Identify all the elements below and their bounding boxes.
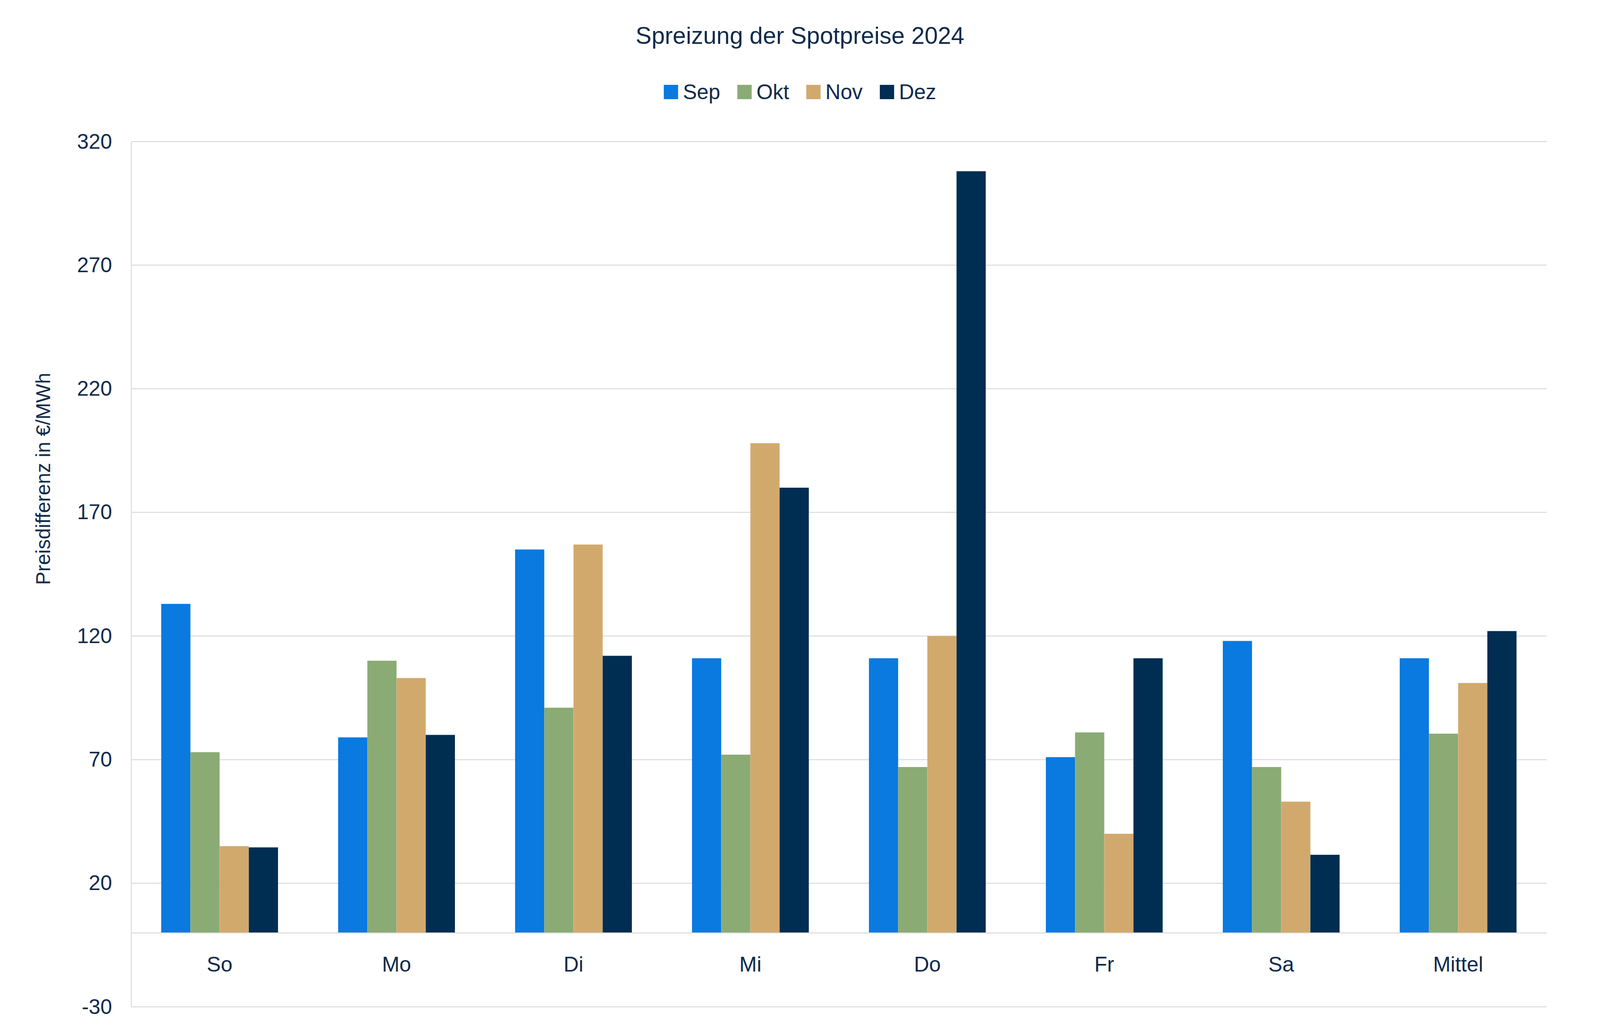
bar [515,549,545,934]
y-axis: -30 20 70 120 170 220 270 320 [77,129,132,1019]
bar [367,660,397,933]
bar [338,737,368,934]
y-tick-label: 270 [77,253,113,277]
y-tick-label: 70 [88,747,113,772]
bar [219,846,249,934]
x-tick-label: Do [913,952,941,977]
y-tick: 20 [88,871,132,895]
bar-series [190,660,1458,933]
y-tick-label: 170 [77,500,113,524]
y-axis-title: Preisdifferenz in €/MWh [31,372,55,586]
grid-line [131,1006,1547,1008]
x-tick: Di [563,932,584,976]
bar [721,754,751,933]
grid-line [131,388,1547,390]
y-tick-label: -30 [81,995,113,1019]
legend-label: Nov [825,80,863,104]
y-tick: -30 [81,995,132,1019]
x-tick-label: Fr [1094,952,1115,977]
bar [927,636,957,933]
bar [544,708,574,934]
y-tick-label: 20 [88,871,113,895]
y-axis-line [131,142,133,1008]
x-axis-line [131,932,1548,934]
bars [161,171,1517,933]
bar [956,171,986,933]
chart: -30 20 70 120 170 220 270 320 So Mo Di Mi Do Fr Sa Mitt… [0,0,1600,1034]
bar [248,847,279,934]
x-tick-label: So [206,952,233,977]
x-tick: Mi [739,932,762,976]
x-tick-label: Mo [381,952,412,977]
bar [1045,757,1075,933]
x-tick: Do [913,932,941,976]
x-tick: Mo [381,932,412,976]
legend-label: Dez [898,80,937,104]
legend-swatch [737,84,752,100]
x-tick: So [206,932,233,976]
grid-line [131,512,1547,514]
title: Spreizung der Spotpreise 2024 [635,22,965,50]
legend-label: Sep [682,80,721,104]
bar [161,604,191,934]
x-tick-label: Sa [1268,952,1295,977]
grid-line [131,264,1547,266]
legend-item: Dez [879,80,937,104]
bar [779,487,809,933]
y-tick-label: 220 [77,376,113,401]
grid [131,141,1547,1008]
bar-series [219,443,1488,934]
y-tick: 70 [88,747,132,772]
bar [1487,631,1517,934]
grid-line [131,141,1547,143]
bar [396,678,426,933]
legend-swatch [663,84,679,100]
bar [1074,732,1105,933]
bar [1222,641,1252,934]
bar [1251,767,1281,933]
y-tick: 320 [77,129,132,154]
bar [190,752,220,934]
legend-swatch [879,84,895,100]
bar [1133,658,1163,934]
bar [602,656,632,934]
bar [898,767,928,933]
bar [1428,733,1458,933]
legend-label: Okt [756,80,789,104]
bar [750,443,780,934]
bar [1310,855,1340,933]
bar [1281,802,1311,934]
y-tick-label: 320 [77,129,113,154]
bar [1458,683,1488,934]
legend: Sep Okt Nov Dez [663,80,937,104]
bar [425,735,455,934]
x-tick-label: Mittel [1433,952,1484,977]
x-tick: Sa [1268,932,1295,976]
grid-line [131,635,1547,637]
y-tick: 120 [77,624,132,648]
x-tick: Fr [1094,932,1115,976]
y-tick: 270 [77,253,132,277]
bar [573,544,603,933]
x-tick: Mittel [1433,932,1484,976]
bar [691,658,722,934]
bar [1104,834,1134,933]
bar [1399,658,1429,934]
bar [868,658,899,934]
legend-item: Okt [737,80,789,104]
y-tick-label: 120 [77,624,113,648]
y-tick: 220 [77,376,132,401]
x-tick-label: Di [563,952,584,977]
bar-series [248,171,1517,933]
x-axis: So Mo Di Mi Do Fr Sa Mittel [131,932,1548,976]
legend-item: Sep [663,80,721,104]
legend-item: Nov [806,80,863,104]
x-tick-label: Mi [739,952,762,977]
legend-swatch [806,84,821,100]
y-tick: 170 [77,500,132,524]
